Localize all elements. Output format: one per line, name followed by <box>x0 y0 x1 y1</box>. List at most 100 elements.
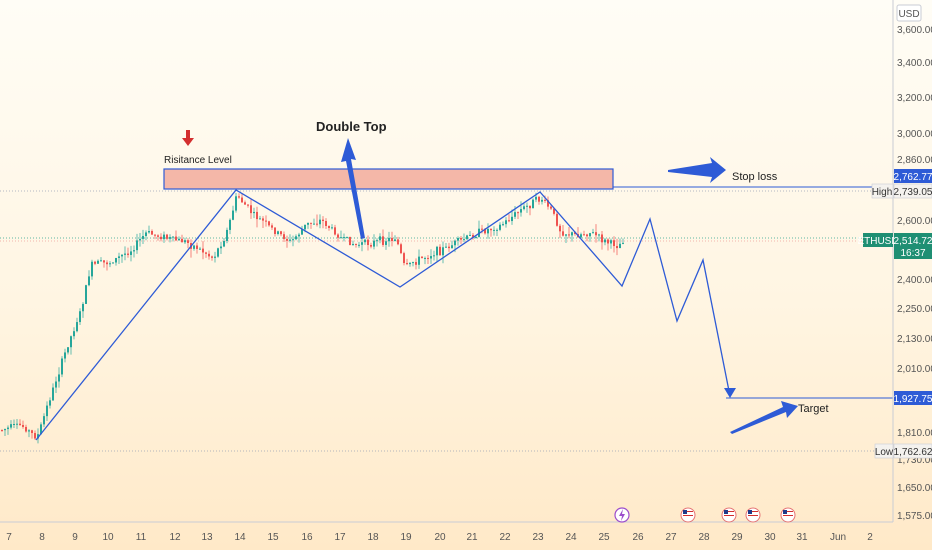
candle <box>406 258 408 266</box>
resistance-arrow <box>182 130 194 146</box>
candle <box>286 235 288 248</box>
candle <box>430 249 432 264</box>
candle <box>79 308 81 325</box>
stop-loss-arrow <box>668 157 726 183</box>
high-price-value: 2,739.05 <box>894 187 932 198</box>
us-flag-icon[interactable] <box>780 507 796 523</box>
candle <box>337 233 339 242</box>
candle <box>187 238 189 249</box>
target-arrowhead <box>724 388 736 398</box>
candle <box>313 218 315 225</box>
candle <box>67 347 69 355</box>
candle <box>106 260 108 271</box>
price-tick-label: 3,000.00 <box>897 129 932 140</box>
candle <box>25 424 27 433</box>
candle <box>37 428 39 444</box>
candle <box>94 260 96 266</box>
candle <box>334 224 336 236</box>
time-tick-label: Jun <box>830 532 846 543</box>
candle <box>301 225 303 235</box>
candle <box>385 237 387 250</box>
candle <box>529 205 531 216</box>
target-label: Target <box>798 403 829 415</box>
candle <box>250 198 252 219</box>
time-tick-label: 18 <box>367 532 379 543</box>
candle <box>172 236 174 242</box>
price-tick-label: 2,860.00 <box>897 155 932 166</box>
time-tick-label: 25 <box>598 532 610 543</box>
candle <box>559 223 561 239</box>
candle <box>340 230 342 239</box>
candle <box>421 256 423 259</box>
time-tick-label: 22 <box>499 532 511 543</box>
candle <box>343 233 345 242</box>
candle <box>151 229 153 235</box>
candle <box>109 261 111 268</box>
candle <box>520 201 522 217</box>
candle <box>451 240 453 249</box>
currency-button-label[interactable]: USD <box>898 9 919 20</box>
resistance-zone <box>163 168 614 190</box>
current-price-value: 2,514.72 <box>894 236 932 247</box>
candle <box>409 262 411 267</box>
candle <box>379 233 381 244</box>
candle <box>55 376 57 393</box>
candle <box>427 255 429 264</box>
candle <box>184 237 186 244</box>
candle <box>622 238 624 245</box>
price-tick-label: 2,130.00 <box>897 334 932 345</box>
target-arrow <box>730 401 798 434</box>
time-tick-label: 30 <box>764 532 776 543</box>
currency-button[interactable] <box>896 4 922 22</box>
candle <box>436 245 438 262</box>
candle <box>397 236 399 246</box>
price-tick-label: 3,400.00 <box>897 58 932 69</box>
candle <box>169 234 171 243</box>
time-tick-label: 8 <box>39 532 45 543</box>
time-tick-label: 7 <box>6 532 12 543</box>
candle <box>346 236 348 239</box>
candle <box>463 233 465 243</box>
candle <box>415 258 417 270</box>
price-tick-label: 3,600.00 <box>897 25 932 36</box>
candle <box>598 233 600 242</box>
candle <box>259 215 261 220</box>
candle <box>133 245 135 258</box>
candle <box>208 250 210 260</box>
candle <box>178 236 180 241</box>
candle <box>523 202 525 211</box>
candle <box>64 348 66 363</box>
candle <box>298 232 300 243</box>
us-flag-icon[interactable] <box>721 507 737 523</box>
time-tick-label: 21 <box>466 532 478 543</box>
price-tick-label: 1,650.00 <box>897 483 932 494</box>
candle <box>382 229 384 247</box>
candle <box>586 233 588 242</box>
time-axis[interactable]: 7 8 9 10 11 12 13 14 15 16 17 18 19 20 21 22 23 24 25 26 27 2… <box>6 532 873 543</box>
candle <box>130 245 132 262</box>
candle <box>205 251 207 258</box>
candle <box>154 234 156 240</box>
candle <box>31 429 33 439</box>
resistance-label: Risitance Level <box>164 155 232 166</box>
candle <box>193 244 195 251</box>
price-tick-label: 2,600.00 <box>897 216 932 227</box>
time-tick-label: 24 <box>565 532 577 543</box>
candle <box>355 243 357 248</box>
candle <box>256 206 258 228</box>
candle <box>145 230 147 241</box>
lightning-icon[interactable] <box>614 507 630 523</box>
candle <box>16 418 18 429</box>
us-flag-icon[interactable] <box>680 507 696 523</box>
us-flag-icon[interactable] <box>745 507 761 523</box>
target-price-value: 1,927.75 <box>894 394 932 405</box>
price-axis[interactable]: 3,600.00 3,400.00 3,200.00 3,000.00 2,860.00… <box>897 25 932 522</box>
event-markers[interactable] <box>614 507 796 523</box>
candle <box>541 196 543 205</box>
candle <box>493 226 495 236</box>
candle <box>199 246 201 250</box>
price-tick-label: 3,200.00 <box>897 93 932 104</box>
candle <box>28 429 30 438</box>
symbol-tag <box>863 233 893 247</box>
